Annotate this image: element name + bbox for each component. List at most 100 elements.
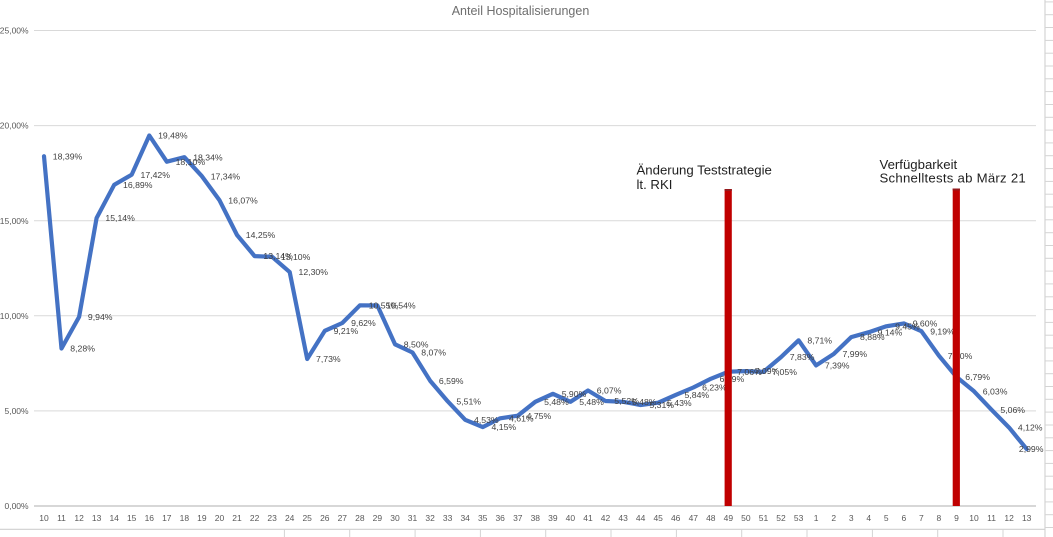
svg-text:5,06%: 5,06% xyxy=(1000,405,1025,415)
svg-text:18,39%: 18,39% xyxy=(53,151,83,161)
svg-text:6,03%: 6,03% xyxy=(983,386,1008,396)
svg-text:14,25%: 14,25% xyxy=(246,230,276,240)
svg-text:8,28%: 8,28% xyxy=(70,344,95,354)
svg-text:17,42%: 17,42% xyxy=(141,170,171,180)
svg-text:41: 41 xyxy=(583,513,593,523)
svg-text:17,34%: 17,34% xyxy=(211,171,241,181)
svg-text:18,34%: 18,34% xyxy=(193,152,223,162)
svg-text:5,43%: 5,43% xyxy=(667,398,692,408)
svg-text:9,94%: 9,94% xyxy=(88,312,113,322)
svg-text:18: 18 xyxy=(180,513,190,523)
svg-text:34: 34 xyxy=(460,513,470,523)
svg-text:9,19%: 9,19% xyxy=(930,326,955,336)
svg-text:4: 4 xyxy=(866,513,871,523)
svg-text:5: 5 xyxy=(884,513,889,523)
svg-text:18,10%: 18,10% xyxy=(176,157,206,167)
svg-text:51: 51 xyxy=(759,513,769,523)
svg-text:1: 1 xyxy=(814,513,819,523)
svg-text:23: 23 xyxy=(267,513,277,523)
svg-text:29: 29 xyxy=(373,513,383,523)
svg-text:5,52%: 5,52% xyxy=(614,396,639,406)
svg-text:24: 24 xyxy=(285,513,295,523)
svg-text:6,69%: 6,69% xyxy=(720,374,745,384)
svg-text:6: 6 xyxy=(902,513,907,523)
svg-text:22: 22 xyxy=(250,513,260,523)
svg-text:10,55%: 10,55% xyxy=(369,300,399,310)
svg-text:37: 37 xyxy=(513,513,523,523)
svg-text:50: 50 xyxy=(741,513,751,523)
svg-text:Änderung Teststrategie: Änderung Teststrategie xyxy=(637,163,772,178)
svg-text:32: 32 xyxy=(425,513,435,523)
svg-text:12,30%: 12,30% xyxy=(299,267,329,277)
svg-text:8,88%: 8,88% xyxy=(860,332,885,342)
svg-text:19: 19 xyxy=(197,513,207,523)
svg-text:9,14%: 9,14% xyxy=(878,327,903,337)
svg-text:9,21%: 9,21% xyxy=(334,326,359,336)
svg-text:0,00%: 0,00% xyxy=(4,501,29,511)
svg-text:13: 13 xyxy=(92,513,102,523)
svg-text:6,23%: 6,23% xyxy=(702,383,727,393)
svg-text:12: 12 xyxy=(74,513,84,523)
svg-text:10: 10 xyxy=(39,513,49,523)
svg-text:26: 26 xyxy=(320,513,330,523)
svg-text:35: 35 xyxy=(478,513,488,523)
svg-text:4,61%: 4,61% xyxy=(509,413,534,423)
svg-text:16,07%: 16,07% xyxy=(228,195,258,205)
svg-text:13,14%: 13,14% xyxy=(263,251,293,261)
svg-text:47: 47 xyxy=(689,513,699,523)
svg-text:11: 11 xyxy=(57,513,66,523)
svg-text:5,90%: 5,90% xyxy=(562,389,587,399)
svg-text:5,84%: 5,84% xyxy=(685,390,710,400)
svg-text:2: 2 xyxy=(831,513,836,523)
svg-text:7,83%: 7,83% xyxy=(790,352,815,362)
svg-text:8: 8 xyxy=(937,513,942,523)
svg-text:44: 44 xyxy=(636,513,646,523)
svg-text:31: 31 xyxy=(408,513,418,523)
svg-text:33: 33 xyxy=(443,513,453,523)
svg-text:4,75%: 4,75% xyxy=(527,411,552,421)
svg-text:9: 9 xyxy=(954,513,959,523)
svg-text:20: 20 xyxy=(215,513,225,523)
svg-text:28: 28 xyxy=(355,513,365,523)
svg-text:43: 43 xyxy=(618,513,628,523)
svg-text:6,07%: 6,07% xyxy=(597,386,622,396)
svg-text:15,00%: 15,00% xyxy=(0,216,29,226)
svg-text:5,48%: 5,48% xyxy=(544,397,569,407)
svg-text:46: 46 xyxy=(671,513,681,523)
svg-text:7,73%: 7,73% xyxy=(316,354,341,364)
svg-text:17: 17 xyxy=(162,513,172,523)
svg-text:7,99%: 7,99% xyxy=(843,349,868,359)
svg-text:27: 27 xyxy=(338,513,348,523)
svg-text:16: 16 xyxy=(145,513,155,523)
svg-text:7: 7 xyxy=(919,513,924,523)
svg-text:7,90%: 7,90% xyxy=(948,351,973,361)
svg-text:7,06%: 7,06% xyxy=(737,367,762,377)
svg-text:7,39%: 7,39% xyxy=(825,361,850,371)
svg-text:14: 14 xyxy=(109,513,119,523)
svg-text:9,60%: 9,60% xyxy=(913,319,938,329)
svg-text:7,09%: 7,09% xyxy=(755,366,780,376)
svg-text:9,45%: 9,45% xyxy=(895,321,920,331)
svg-text:lt. RKI: lt. RKI xyxy=(637,177,673,192)
svg-text:11: 11 xyxy=(987,513,996,523)
svg-text:25,00%: 25,00% xyxy=(0,26,29,36)
svg-text:5,00%: 5,00% xyxy=(4,406,29,416)
svg-text:10,00%: 10,00% xyxy=(0,311,29,321)
svg-text:7,05%: 7,05% xyxy=(772,367,797,377)
svg-text:20,00%: 20,00% xyxy=(0,121,29,131)
svg-text:5,48%: 5,48% xyxy=(632,397,657,407)
svg-text:10: 10 xyxy=(969,513,979,523)
svg-text:4,12%: 4,12% xyxy=(1018,423,1043,433)
svg-text:3: 3 xyxy=(849,513,854,523)
svg-text:52: 52 xyxy=(776,513,786,523)
svg-text:45: 45 xyxy=(653,513,663,523)
svg-text:42: 42 xyxy=(601,513,611,523)
svg-text:6,59%: 6,59% xyxy=(439,376,464,386)
svg-text:25: 25 xyxy=(302,513,312,523)
svg-text:19,48%: 19,48% xyxy=(158,131,188,141)
svg-text:30: 30 xyxy=(390,513,400,523)
svg-text:8,71%: 8,71% xyxy=(807,335,832,345)
svg-text:9,62%: 9,62% xyxy=(351,318,376,328)
svg-text:5,48%: 5,48% xyxy=(579,397,604,407)
svg-text:4,15%: 4,15% xyxy=(492,422,517,432)
